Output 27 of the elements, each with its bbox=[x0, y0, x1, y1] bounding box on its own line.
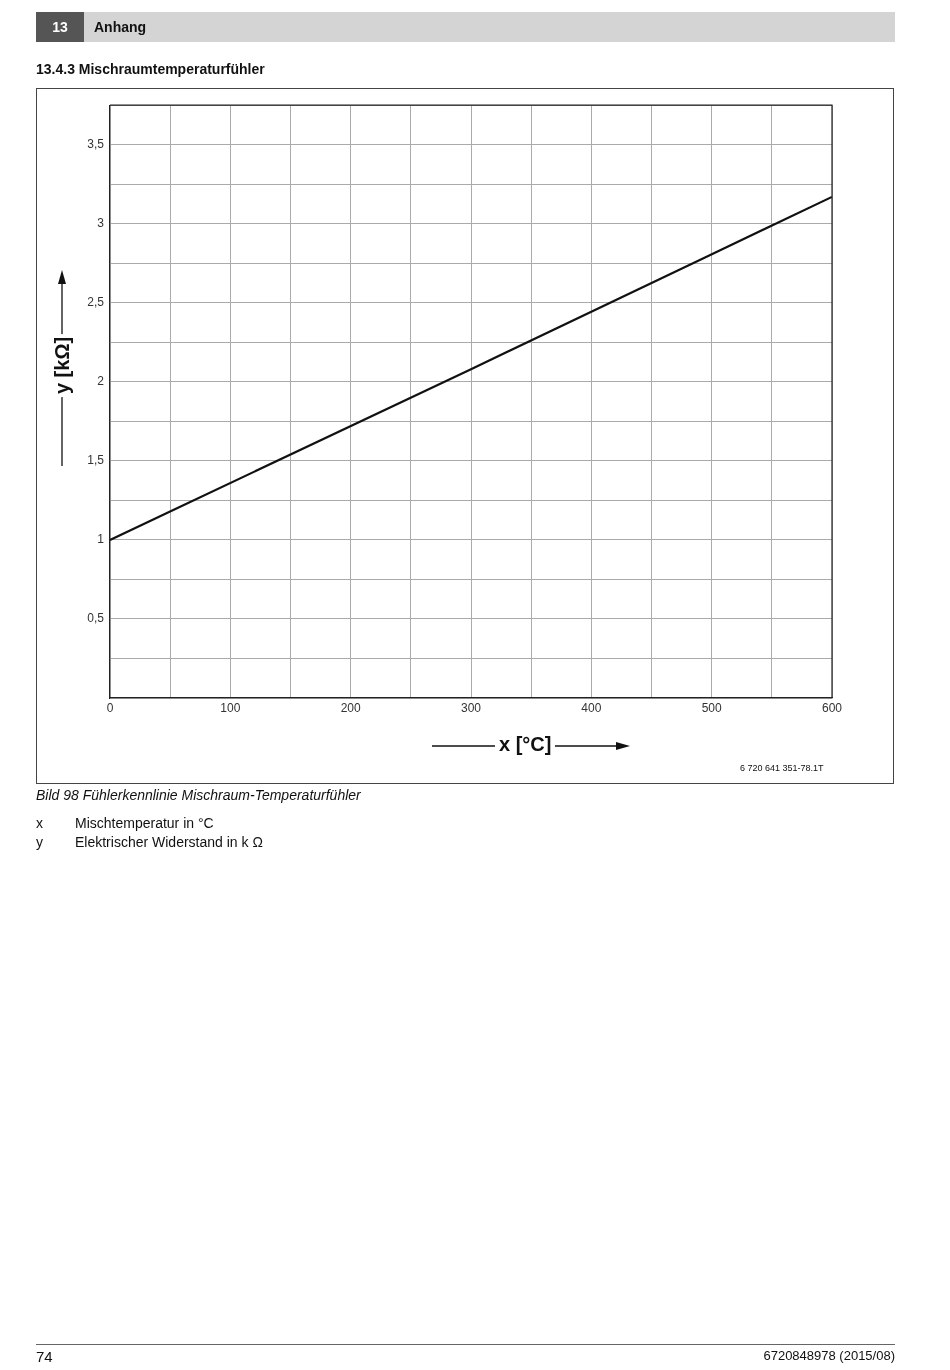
x-tick-label: 400 bbox=[581, 700, 602, 715]
text: 6720848978 (2015/08) bbox=[762, 1348, 895, 1363]
text: 13 bbox=[36, 12, 84, 42]
y-tick-label: 1,5 bbox=[87, 453, 105, 468]
chart-title: 13.4.3 Mischraumtemperaturfühler bbox=[36, 61, 265, 77]
text: Elektrischer Widerstand in k Ω bbox=[75, 834, 263, 850]
text: x bbox=[36, 815, 43, 831]
y-tick-label: 3,5 bbox=[87, 137, 105, 152]
y-tick-label: 3 bbox=[97, 216, 105, 231]
text: Bild 98 Fühlerkennlinie Mischraum-Temperaturfühler bbox=[36, 787, 361, 803]
x-tick-label: 300 bbox=[460, 700, 482, 715]
text: Anhang bbox=[94, 18, 147, 37]
text: Mischtemperatur in °C bbox=[75, 815, 214, 831]
text: y bbox=[36, 834, 43, 850]
x-tick-label: 100 bbox=[220, 700, 241, 715]
x-tick-label: 0 bbox=[106, 700, 114, 715]
y-axis-title: y [kΩ] bbox=[51, 333, 75, 397]
x-axis-title: x [°C] bbox=[495, 733, 556, 756]
y-tick-label: 2 bbox=[97, 374, 105, 389]
x-tick-label: 200 bbox=[340, 700, 361, 715]
text: 74 bbox=[36, 1348, 53, 1365]
y-tick-label: 2,5 bbox=[87, 295, 105, 310]
x-tick-label: 500 bbox=[701, 700, 722, 715]
y-tick-label: 0,5 bbox=[87, 611, 105, 626]
x-tick-label: 600 bbox=[821, 700, 843, 715]
y-tick-label: 1 bbox=[97, 532, 105, 547]
text: 6 720 641 351-78.1T bbox=[740, 763, 824, 773]
